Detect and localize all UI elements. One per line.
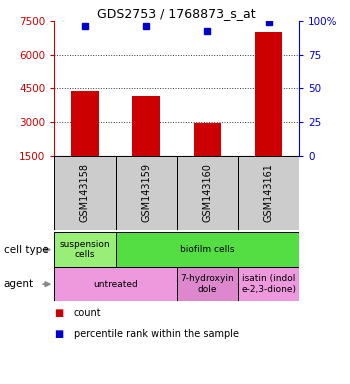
Text: ■: ■ bbox=[54, 329, 63, 339]
Text: ■: ■ bbox=[54, 308, 63, 318]
Text: suspension
cells: suspension cells bbox=[60, 240, 110, 259]
Bar bbox=[54, 267, 177, 301]
Bar bbox=[255, 32, 282, 189]
Text: GSM143160: GSM143160 bbox=[202, 164, 212, 222]
Bar bbox=[177, 267, 238, 301]
Text: agent: agent bbox=[4, 279, 34, 289]
Bar bbox=[238, 267, 299, 301]
Bar bbox=[194, 123, 221, 189]
Bar bbox=[54, 232, 116, 267]
Bar bbox=[116, 232, 299, 267]
Title: GDS2753 / 1768873_s_at: GDS2753 / 1768873_s_at bbox=[97, 7, 256, 20]
Bar bbox=[71, 91, 99, 189]
Text: count: count bbox=[74, 308, 101, 318]
Text: 7-hydroxyin
dole: 7-hydroxyin dole bbox=[181, 275, 234, 294]
Bar bbox=[177, 156, 238, 230]
Bar bbox=[54, 156, 116, 230]
Bar bbox=[238, 156, 299, 230]
Bar bbox=[132, 96, 160, 189]
Text: isatin (indol
e-2,3-dione): isatin (indol e-2,3-dione) bbox=[241, 275, 296, 294]
Text: GSM143161: GSM143161 bbox=[264, 164, 274, 222]
Text: biofilm cells: biofilm cells bbox=[180, 245, 234, 254]
Text: GSM143159: GSM143159 bbox=[141, 164, 151, 222]
Text: untreated: untreated bbox=[93, 280, 138, 289]
Bar bbox=[116, 156, 177, 230]
Text: cell type: cell type bbox=[4, 245, 48, 255]
Text: percentile rank within the sample: percentile rank within the sample bbox=[74, 329, 238, 339]
Text: GSM143158: GSM143158 bbox=[80, 164, 90, 222]
